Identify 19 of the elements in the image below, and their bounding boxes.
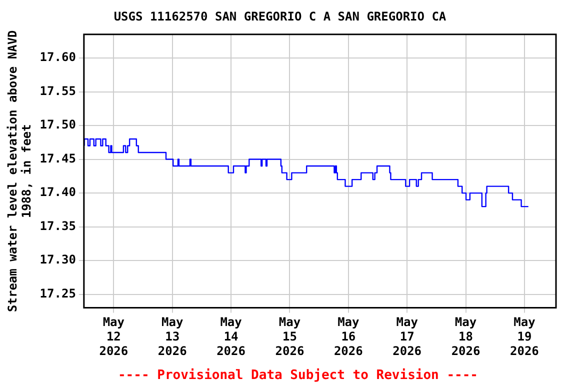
- y-tick-label: 17.25: [40, 286, 76, 300]
- x-tick-label: May 13 2026: [158, 315, 187, 358]
- y-tick-label: 17.30: [40, 252, 76, 267]
- y-tick-label: 17.55: [40, 84, 76, 98]
- x-tick-label: May 18 2026: [451, 315, 480, 358]
- y-tick-label: 17.60: [40, 50, 76, 64]
- y-tick-label: 17.40: [40, 185, 76, 200]
- y-tick-label: 17.45: [40, 151, 76, 166]
- x-tick-label: May 17 2026: [392, 315, 422, 358]
- x-tick-label: May 16 2026: [334, 315, 363, 358]
- y-axis-title: Stream water level elevation above NAVD 1988, in feet: [5, 30, 34, 312]
- text: ---- Provisional Data Subject to Revision ----: [118, 368, 478, 383]
- y-tick-label: 17.50: [40, 118, 76, 132]
- chart-title: USGS 11162570 SAN GREGORIO C A SAN GREGORIO CA: [114, 9, 447, 24]
- x-tick-label: May 15 2026: [275, 315, 304, 358]
- x-tick-label: May 14 2026: [216, 315, 246, 358]
- x-tick-label: May 12 2026: [99, 315, 128, 358]
- y-tick-label: 17.35: [40, 218, 76, 233]
- x-tick-label: May 19 2026: [510, 315, 539, 358]
